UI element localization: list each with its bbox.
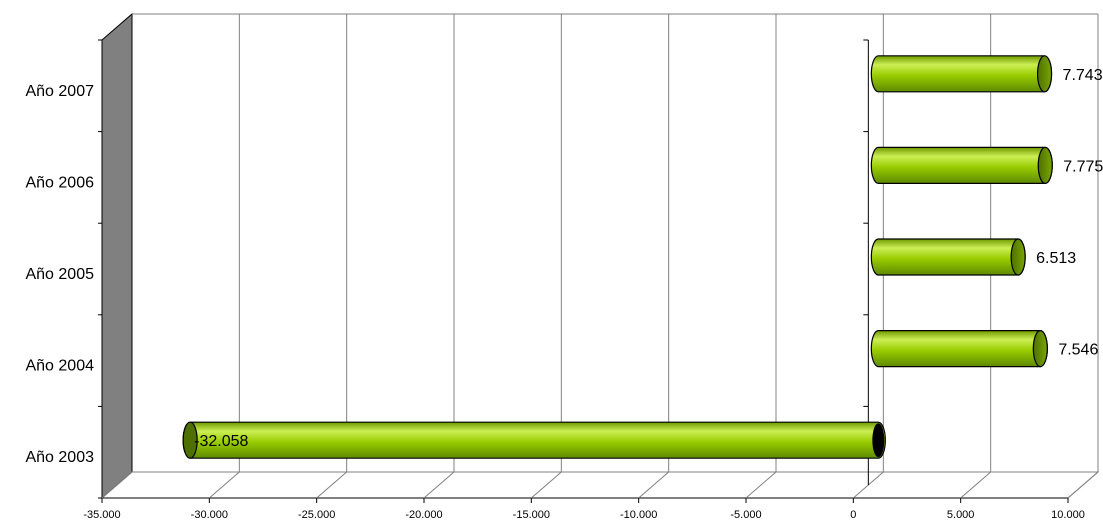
- floor-gridline: [101, 471, 133, 499]
- bar: [870, 146, 1053, 184]
- bar-end-cap: [1032, 330, 1048, 368]
- bar-end-cap: [1037, 146, 1053, 184]
- floor-ticks: [101, 471, 1099, 503]
- data-labels: -32.058 7.546 6.513 7.775 7.743: [194, 67, 1103, 450]
- x-tick-label: -30.000: [191, 509, 228, 521]
- bar: [870, 238, 1026, 276]
- bar-end-cap: [1010, 238, 1026, 276]
- bars: [182, 55, 1053, 459]
- x-tick-label: -10.000: [620, 509, 657, 521]
- floor-gridline: [745, 471, 777, 499]
- floor-gridline: [316, 471, 347, 499]
- floor-gridline: [1067, 471, 1099, 499]
- data-label: -32.058: [194, 433, 248, 450]
- bar: [182, 421, 886, 459]
- category-label: Año 2004: [25, 358, 94, 375]
- bar: [870, 330, 1048, 368]
- bar: [870, 55, 1053, 93]
- data-label: 7.775: [1063, 158, 1103, 175]
- bar-end-cap: [182, 421, 198, 459]
- left-wall: [101, 12, 133, 500]
- bar-base-cap: [872, 423, 885, 458]
- category-label: Año 2006: [25, 174, 94, 191]
- floor-gridline: [209, 471, 240, 499]
- x-tick-label: -5.000: [730, 509, 761, 521]
- data-label: 7.546: [1058, 342, 1098, 359]
- x-tick-labels: -35.000 -30.000 -25.000 -20.000 -15.000 -10.0…: [83, 509, 1084, 521]
- floor-gridline: [960, 471, 991, 499]
- x-tick-label: 0: [850, 509, 856, 521]
- bar-end-cap: [1036, 55, 1053, 93]
- category-label: Año 2005: [25, 266, 94, 283]
- x-tick-label: -15.000: [513, 509, 550, 521]
- floor-gridline: [423, 471, 455, 499]
- category-label: Año 2003: [25, 449, 94, 466]
- x-tick-label: 10.000: [1051, 509, 1085, 521]
- x-tick-label: -35.000: [83, 509, 120, 521]
- floor: [100, 471, 1100, 499]
- x-tick-label: -25.000: [298, 509, 335, 521]
- floor-gridline: [638, 471, 669, 499]
- x-tick-label: -20.000: [405, 509, 442, 521]
- floor-gridline: [531, 471, 562, 499]
- data-label: 7.743: [1063, 67, 1103, 84]
- zero-axis: [98, 39, 869, 499]
- data-label: 6.513: [1036, 250, 1076, 267]
- category-label: Año 2007: [25, 83, 94, 100]
- x-tick-label: 5.000: [947, 509, 975, 521]
- category-labels: Año 2003 Año 2004 Año 2005 Año 2006 Año 2007: [25, 83, 94, 466]
